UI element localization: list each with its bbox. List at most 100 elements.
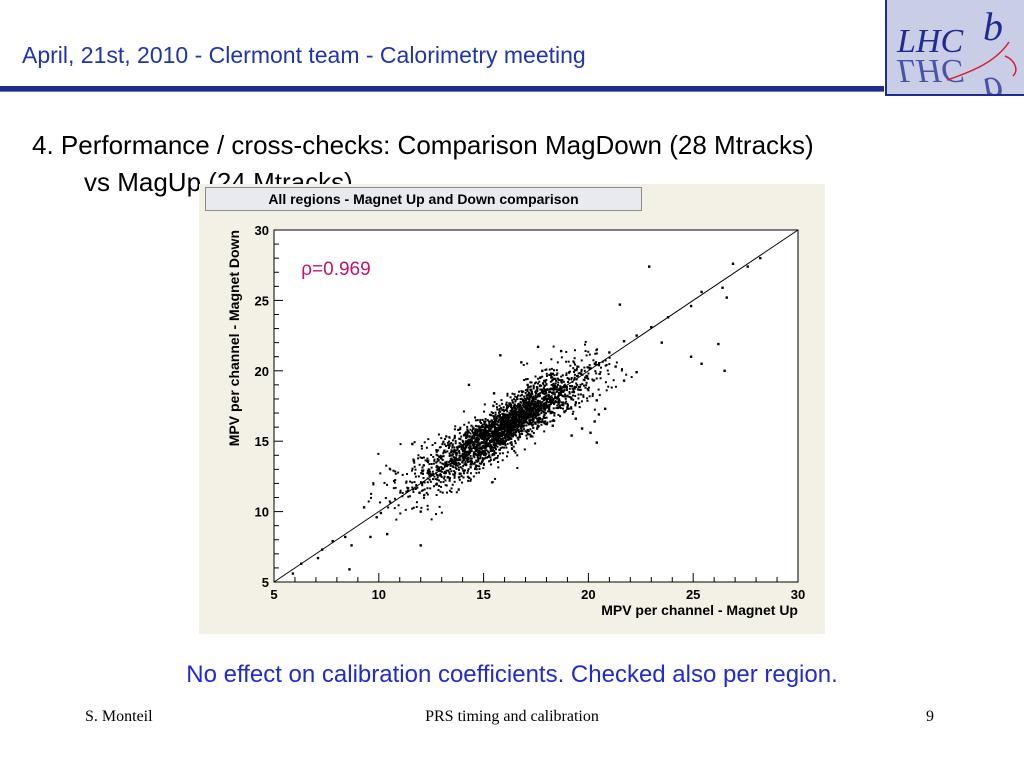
data-point — [369, 535, 372, 539]
data-point — [444, 461, 447, 464]
data-point — [445, 435, 448, 438]
data-point — [516, 424, 519, 427]
data-point — [467, 450, 470, 453]
data-point — [513, 413, 516, 416]
data-point — [484, 456, 487, 459]
data-point — [455, 459, 458, 462]
data-point — [421, 466, 424, 469]
data-point — [528, 405, 531, 408]
data-point — [538, 395, 541, 398]
data-point — [571, 380, 574, 383]
data-point — [567, 377, 570, 380]
data-point — [428, 470, 431, 473]
data-point — [497, 431, 500, 434]
data-point — [423, 464, 426, 467]
data-point — [490, 414, 493, 417]
data-point — [569, 364, 572, 367]
data-point — [534, 422, 537, 425]
data-point — [559, 392, 562, 395]
data-point — [717, 342, 720, 346]
data-point — [608, 363, 611, 366]
data-point — [469, 472, 472, 475]
data-point — [508, 419, 511, 422]
data-point — [498, 435, 501, 438]
data-point — [473, 452, 476, 455]
data-point — [474, 447, 477, 450]
data-point — [561, 379, 564, 382]
data-point — [521, 408, 524, 411]
data-point — [501, 452, 504, 455]
data-point — [465, 453, 468, 456]
data-point — [505, 408, 508, 411]
data-point — [484, 441, 487, 444]
data-point — [470, 459, 473, 462]
data-point — [481, 441, 484, 444]
data-point — [598, 394, 601, 397]
data-point — [492, 440, 495, 443]
data-point — [506, 394, 509, 397]
data-point — [490, 445, 493, 448]
data-point — [534, 416, 537, 419]
data-point — [484, 449, 487, 452]
data-point — [541, 418, 544, 421]
data-point — [515, 420, 518, 423]
data-point — [411, 469, 414, 472]
data-point — [530, 410, 533, 413]
data-point — [508, 429, 511, 432]
data-point — [524, 421, 527, 424]
data-point — [496, 434, 499, 437]
svg-text:LHC: LHC — [896, 52, 963, 89]
data-point — [590, 367, 593, 370]
data-point — [574, 403, 577, 406]
data-point — [635, 334, 638, 337]
data-point — [622, 379, 626, 382]
data-point — [455, 452, 458, 455]
data-point — [506, 433, 509, 436]
data-point — [438, 479, 441, 482]
data-point — [527, 430, 530, 433]
data-point — [559, 407, 562, 410]
data-point — [474, 429, 477, 432]
data-point — [529, 405, 532, 408]
data-point — [520, 407, 523, 410]
data-point — [525, 437, 528, 440]
data-point — [484, 442, 487, 445]
data-point — [462, 469, 465, 472]
data-point — [568, 390, 571, 393]
data-point — [559, 385, 562, 388]
data-point — [481, 424, 484, 427]
data-point — [599, 371, 602, 374]
data-point — [470, 463, 473, 466]
data-point — [549, 412, 552, 415]
data-point — [480, 426, 483, 429]
data-point — [542, 398, 545, 401]
data-point — [505, 422, 508, 425]
data-point — [474, 428, 477, 431]
data-point — [496, 424, 499, 427]
data-point — [597, 388, 600, 391]
data-point — [485, 449, 488, 452]
data-point — [542, 383, 545, 386]
data-point — [535, 389, 538, 392]
data-point — [572, 394, 575, 397]
data-point — [529, 435, 532, 438]
data-point — [478, 452, 481, 455]
data-point — [411, 442, 414, 446]
data-point — [441, 455, 444, 458]
data-point — [469, 428, 472, 431]
data-point — [490, 419, 493, 422]
data-point — [441, 491, 444, 494]
data-point — [502, 437, 505, 440]
data-point — [477, 451, 480, 454]
data-point — [507, 430, 510, 433]
data-point — [421, 472, 424, 475]
data-point — [439, 454, 442, 457]
data-point — [545, 403, 548, 406]
data-point — [448, 440, 451, 443]
data-point — [498, 424, 501, 427]
data-point — [512, 445, 515, 448]
data-point — [522, 400, 525, 403]
data-point — [551, 400, 554, 403]
data-point — [525, 417, 528, 420]
data-point — [476, 464, 479, 467]
